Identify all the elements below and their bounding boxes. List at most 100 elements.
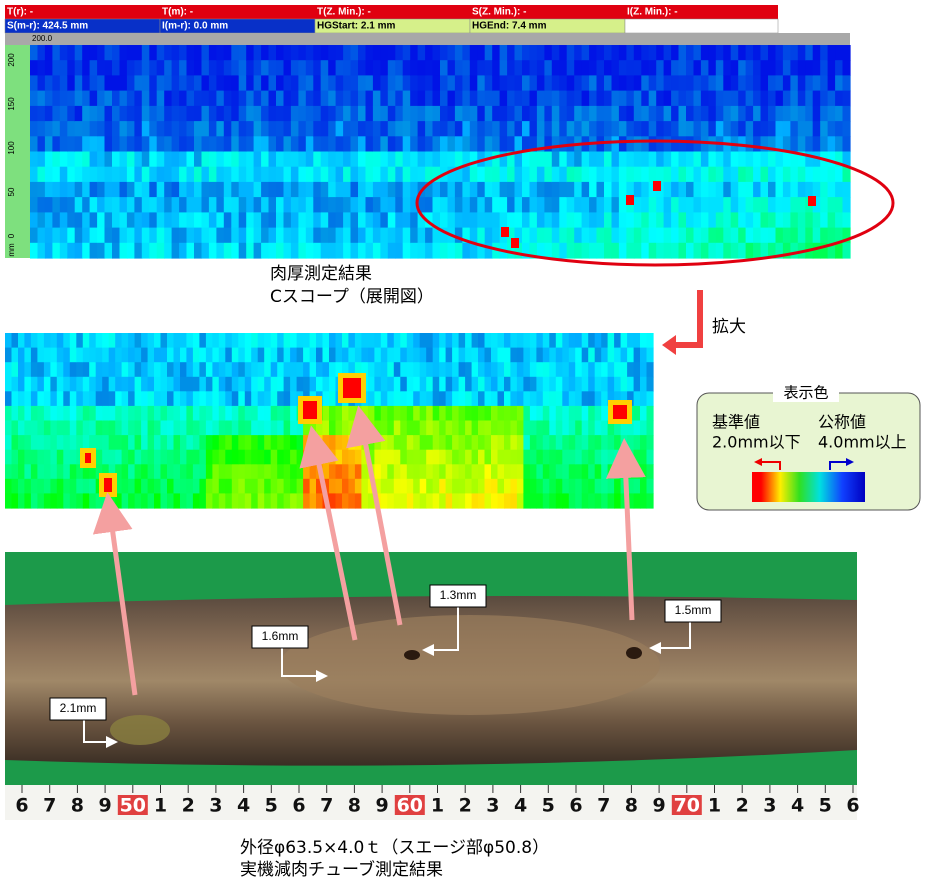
- heat-cell: [842, 75, 851, 92]
- heat-cell: [76, 391, 84, 407]
- heat-cell: [686, 212, 695, 229]
- heat-cell: [154, 362, 162, 378]
- heat-cell: [462, 212, 471, 229]
- heat-cell: [44, 212, 53, 229]
- heat-cell: [387, 181, 396, 198]
- heat-cell: [171, 60, 180, 76]
- heat-cell: [842, 197, 851, 213]
- heat-cell: [499, 212, 508, 229]
- heat-cell: [225, 347, 233, 363]
- heat-cell: [708, 105, 717, 122]
- heat-cell: [231, 60, 240, 76]
- heat-cell: [180, 478, 188, 494]
- heat-cell: [238, 166, 247, 183]
- heat-cell: [126, 121, 135, 137]
- heat-cell: [11, 376, 19, 392]
- heat-cell: [594, 420, 602, 436]
- heat-cell: [686, 105, 695, 122]
- heat-cell: [335, 449, 343, 465]
- heat-cell: [309, 362, 317, 378]
- heat-cell: [276, 197, 285, 213]
- heat-cell: [588, 405, 596, 422]
- heat-cell: [551, 136, 560, 153]
- heat-cell: [723, 242, 732, 259]
- heat-cell: [261, 151, 270, 168]
- heat-cell: [499, 60, 508, 76]
- heat-cell: [95, 420, 103, 436]
- heat-cell: [328, 121, 337, 137]
- pointer-arrow: [346, 405, 403, 626]
- heat-cell: [147, 405, 155, 422]
- heat-cell: [296, 347, 304, 363]
- heat-cell: [156, 151, 165, 168]
- heat-cell: [208, 121, 217, 137]
- heat-cell: [305, 136, 314, 153]
- heat-cell: [89, 391, 97, 407]
- heat-cell: [775, 75, 784, 92]
- heat-cell: [842, 136, 851, 153]
- heat-cell: [97, 227, 106, 244]
- heat-cell: [231, 227, 240, 244]
- heat-cell: [478, 449, 486, 465]
- heat-cell: [387, 121, 396, 137]
- ruler-label: 6: [292, 795, 305, 817]
- heat-cell: [440, 227, 449, 244]
- heat-cell: [646, 464, 654, 480]
- heat-cell: [89, 362, 97, 378]
- heat-cell: [89, 333, 97, 349]
- heat-cell: [37, 376, 45, 392]
- heat-cell: [542, 333, 550, 349]
- heat-cell: [627, 362, 635, 378]
- heat-cell: [478, 362, 486, 378]
- heat-cell: [261, 121, 270, 137]
- heat-cell: [328, 75, 337, 92]
- heat-cell: [768, 105, 777, 122]
- heat-cell: [611, 45, 620, 61]
- heat-cell: [18, 362, 26, 378]
- heat-cell: [43, 391, 51, 407]
- heat-cell: [380, 405, 388, 422]
- heat-cell: [305, 121, 314, 137]
- heat-cell: [439, 405, 447, 422]
- heat-cell: [568, 333, 576, 349]
- heat-cell: [678, 212, 687, 229]
- heat-cell: [462, 90, 471, 107]
- heat-cell: [82, 464, 90, 480]
- heat-cell: [216, 45, 225, 61]
- heat-cell: [620, 391, 628, 407]
- heat-cell: [156, 45, 165, 61]
- heat-cell: [121, 376, 129, 392]
- heat-cell: [458, 449, 466, 465]
- pointer-arrow: [92, 492, 138, 696]
- heat-cell: [614, 333, 622, 349]
- heat-cell: [119, 151, 128, 168]
- heat-cell: [244, 333, 252, 349]
- heat-cell: [112, 166, 121, 183]
- heat-cell: [678, 60, 687, 76]
- heat-cell: [367, 435, 375, 451]
- heat-cell: [400, 405, 408, 422]
- heat-cell: [425, 151, 434, 168]
- heat-cell: [322, 464, 330, 480]
- heat-cell: [69, 405, 77, 422]
- heat-cell: [154, 405, 162, 422]
- heat-cell: [484, 105, 493, 122]
- heat-cell: [452, 391, 460, 407]
- heat-cell: [544, 45, 553, 61]
- heat-cell: [715, 151, 724, 168]
- heat-cell: [400, 478, 408, 494]
- heat-cell: [322, 347, 330, 363]
- heat-cell: [149, 136, 158, 153]
- heat-cell: [641, 121, 650, 137]
- heat-cell: [555, 435, 563, 451]
- heat-cell: [24, 464, 32, 480]
- heat-cell: [270, 376, 278, 392]
- heat-cell: [154, 478, 162, 494]
- heat-cell: [387, 212, 396, 229]
- heat-cell: [328, 105, 337, 122]
- heat-cell: [594, 464, 602, 480]
- heat-cell: [149, 60, 158, 76]
- heat-cell: [95, 435, 103, 451]
- heat-cell: [141, 420, 149, 436]
- heat-cell: [361, 493, 369, 509]
